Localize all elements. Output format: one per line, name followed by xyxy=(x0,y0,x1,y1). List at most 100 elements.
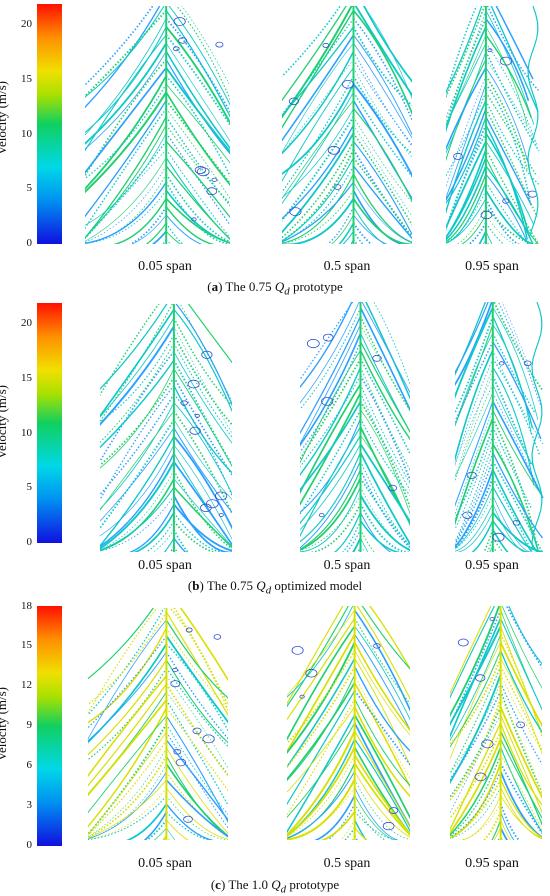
streamline xyxy=(165,149,230,239)
streamline xyxy=(88,707,168,828)
vortex xyxy=(388,484,397,492)
streamline xyxy=(491,819,502,840)
caption-letter: a xyxy=(211,279,219,294)
streamline xyxy=(173,427,232,513)
colorbar xyxy=(37,4,62,244)
streamline xyxy=(287,690,356,806)
streamline xyxy=(446,100,487,215)
streamline xyxy=(287,650,356,745)
streamline xyxy=(353,690,410,767)
streamline xyxy=(455,315,494,415)
streamline xyxy=(330,214,354,244)
streamline xyxy=(287,706,355,793)
streamline xyxy=(85,100,167,218)
streamline xyxy=(492,341,542,440)
vortex xyxy=(499,56,513,66)
streamline xyxy=(500,610,542,711)
streamline xyxy=(287,633,356,754)
vortex xyxy=(213,634,222,640)
caption-letter: b xyxy=(192,578,200,593)
streamline xyxy=(461,214,487,244)
streamline xyxy=(354,698,410,787)
streamline xyxy=(88,739,167,837)
streamline xyxy=(300,315,362,435)
streamline xyxy=(287,682,356,781)
streamline xyxy=(282,67,354,182)
caption-text: The 1.0 xyxy=(228,877,269,892)
streamline xyxy=(300,324,361,445)
streamline xyxy=(359,315,410,412)
streamline xyxy=(287,666,356,769)
streamline xyxy=(166,675,228,769)
streamline xyxy=(88,643,168,744)
streamline xyxy=(187,304,232,364)
streamline xyxy=(173,435,232,530)
streamline xyxy=(446,132,487,232)
streamline xyxy=(359,349,410,441)
streamline xyxy=(282,108,354,199)
vortex xyxy=(457,638,469,647)
caption-text: prototype xyxy=(292,279,343,294)
vortex xyxy=(305,668,318,678)
streamline xyxy=(508,606,542,665)
streamline xyxy=(165,707,228,792)
streamline xyxy=(455,503,494,552)
streamline xyxy=(287,617,356,721)
caption-q: Q xyxy=(271,877,281,892)
vortex xyxy=(206,187,218,196)
streamline xyxy=(173,486,232,549)
streamline xyxy=(500,714,542,814)
streamline xyxy=(321,811,356,840)
tick-label: 20 xyxy=(21,317,32,329)
vortex xyxy=(194,165,207,174)
streamline xyxy=(359,503,410,552)
streamline xyxy=(353,819,367,840)
streamline xyxy=(446,43,487,126)
streamline xyxy=(500,698,542,795)
streamline xyxy=(100,368,175,469)
streamline xyxy=(165,739,228,821)
streamline xyxy=(446,83,487,200)
streamline xyxy=(85,181,167,244)
streamline xyxy=(166,747,228,834)
streamline xyxy=(352,157,412,239)
streamline xyxy=(446,67,487,151)
streamline xyxy=(359,494,410,552)
streamline xyxy=(165,811,212,840)
streamline xyxy=(165,108,230,200)
streamline xyxy=(450,606,492,695)
streamline xyxy=(492,384,535,468)
streamline xyxy=(287,698,356,816)
vortex xyxy=(516,721,525,728)
streamline xyxy=(455,384,494,483)
vortex xyxy=(492,532,505,542)
streamline xyxy=(282,140,355,239)
vortex xyxy=(178,37,187,44)
streamline xyxy=(359,443,410,523)
streamline xyxy=(88,731,167,835)
streamline xyxy=(179,304,232,402)
streamline xyxy=(361,302,410,394)
streamline xyxy=(165,731,228,829)
streamline xyxy=(165,173,230,243)
streamline xyxy=(173,402,232,495)
streamline xyxy=(446,198,487,244)
streamline xyxy=(353,714,410,820)
streamline xyxy=(354,6,412,97)
streamline xyxy=(455,302,487,376)
streamline xyxy=(492,332,536,414)
streamline xyxy=(287,625,356,741)
streamline xyxy=(455,367,494,478)
streamline xyxy=(165,803,214,840)
streamline xyxy=(88,627,168,724)
streamline xyxy=(173,410,232,516)
streamline xyxy=(359,469,410,549)
streamline xyxy=(100,453,175,548)
streamline xyxy=(113,198,167,244)
caption-q: Q xyxy=(274,279,285,294)
streamline xyxy=(282,75,355,193)
span-label: 0.95 span xyxy=(465,259,519,274)
streamline xyxy=(446,165,487,241)
streamline xyxy=(165,181,230,244)
streamline xyxy=(287,787,355,840)
